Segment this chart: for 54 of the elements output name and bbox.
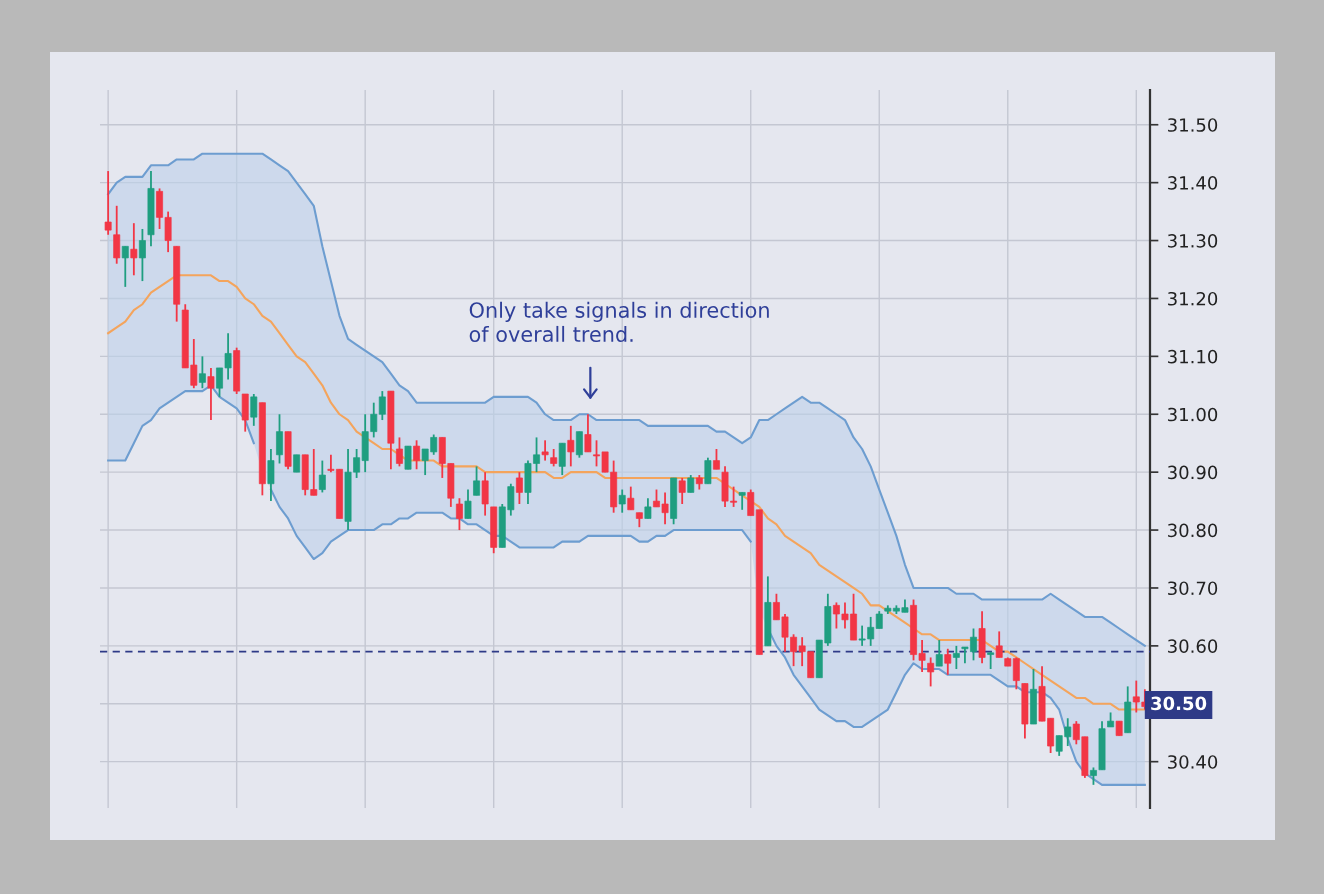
y-tick-label: 30.90 <box>1168 465 1218 480</box>
candlestick <box>207 367 215 421</box>
candlestick <box>413 439 421 471</box>
candlestick <box>627 485 635 511</box>
candlestick <box>481 471 489 517</box>
candlestick <box>113 204 121 265</box>
candlestick <box>473 465 480 497</box>
candlestick <box>935 639 943 668</box>
y-tick-label: 31.50 <box>1168 118 1218 132</box>
candlestick <box>541 439 549 462</box>
candlestick <box>927 656 935 688</box>
candlestick <box>378 390 386 421</box>
candlestick <box>121 245 129 288</box>
candlestick <box>644 497 652 520</box>
candlestick <box>678 477 686 505</box>
y-tick-label: 30.80 <box>1168 523 1218 538</box>
candlestick <box>104 170 112 236</box>
candlestick <box>713 448 720 471</box>
candlestick <box>515 471 523 505</box>
candlestick <box>396 436 403 468</box>
y-tick-label: 31.30 <box>1168 234 1218 248</box>
y-tick-label: 31.20 <box>1168 291 1218 306</box>
candlestick <box>747 488 755 517</box>
candlestick <box>704 456 712 485</box>
line-series <box>107 152 1146 647</box>
line-series <box>107 274 1146 711</box>
candlestick <box>455 497 463 531</box>
candlestick <box>276 413 283 465</box>
candlestick <box>567 424 575 468</box>
y-tick-label: 31.00 <box>1168 407 1218 422</box>
candlestick <box>987 650 995 670</box>
candlestick <box>250 393 258 427</box>
candlestick <box>267 448 275 503</box>
candlestick <box>558 442 566 476</box>
y-tick-label: 30.40 <box>1168 755 1218 769</box>
candlestick <box>738 491 746 511</box>
y-tick-label: 31.10 <box>1168 349 1218 364</box>
candlestick <box>464 488 472 520</box>
candlestick <box>198 355 206 390</box>
candlestick <box>138 228 146 282</box>
candlestick <box>575 430 583 459</box>
candlestick <box>318 459 326 494</box>
candlestick <box>995 630 1003 659</box>
candlestick <box>404 445 412 471</box>
annotation: Only take signals in direction of overall trend. <box>469 301 769 343</box>
candlestick <box>944 647 952 676</box>
candlestick <box>952 644 960 670</box>
candlestick <box>130 222 138 277</box>
candlestick <box>584 413 592 453</box>
y-tick-label: 30.70 <box>1168 581 1218 596</box>
candlestick <box>618 488 626 514</box>
y-tick-label: 31.40 <box>1168 176 1218 190</box>
y-tick-label: 30.60 <box>1168 639 1218 653</box>
text: 30.50 <box>1151 696 1207 711</box>
